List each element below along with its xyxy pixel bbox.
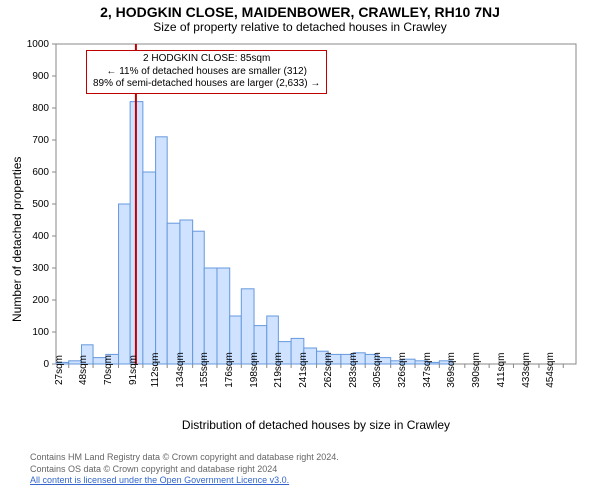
x-axis-label: Distribution of detached houses by size … [56,418,576,432]
annotation-line: ← 11% of detached houses are smaller (31… [93,66,320,79]
chart-title-line1: 2, HODGKIN CLOSE, MAIDENBOWER, CRAWLEY, … [0,4,600,20]
footer-attribution: Contains HM Land Registry data © Crown c… [0,450,600,491]
license-link[interactable]: All content is licensed under the Open G… [30,475,289,485]
y-axis-label: Number of detached properties [10,157,24,322]
svg-text:1000: 1000 [27,39,50,50]
chart-title-line2: Size of property relative to detached ho… [0,20,600,34]
annotation-box: 2 HODGKIN CLOSE: 85sqm← 11% of detached … [86,50,327,94]
annotation-line: 89% of semi-detached houses are larger (… [93,78,320,91]
svg-text:700: 700 [32,135,49,146]
svg-text:0: 0 [43,359,49,370]
title-block: 2, HODGKIN CLOSE, MAIDENBOWER, CRAWLEY, … [0,0,600,34]
svg-text:400: 400 [32,231,49,242]
svg-text:800: 800 [32,103,49,114]
x-tick-row: 27sqm48sqm70sqm91sqm112sqm134sqm155sqm17… [69,370,564,416]
svg-text:200: 200 [32,295,49,306]
footer-text: Contains HM Land Registry data © Crown c… [30,452,339,474]
annotation-line: 2 HODGKIN CLOSE: 85sqm [93,53,320,66]
svg-text:900: 900 [32,71,49,82]
svg-text:600: 600 [32,167,49,178]
plot-area: Number of detached properties 0 100 200 300… [0,34,600,450]
svg-text:500: 500 [32,199,49,210]
svg-text:300: 300 [32,263,49,274]
svg-text:100: 100 [32,327,49,338]
